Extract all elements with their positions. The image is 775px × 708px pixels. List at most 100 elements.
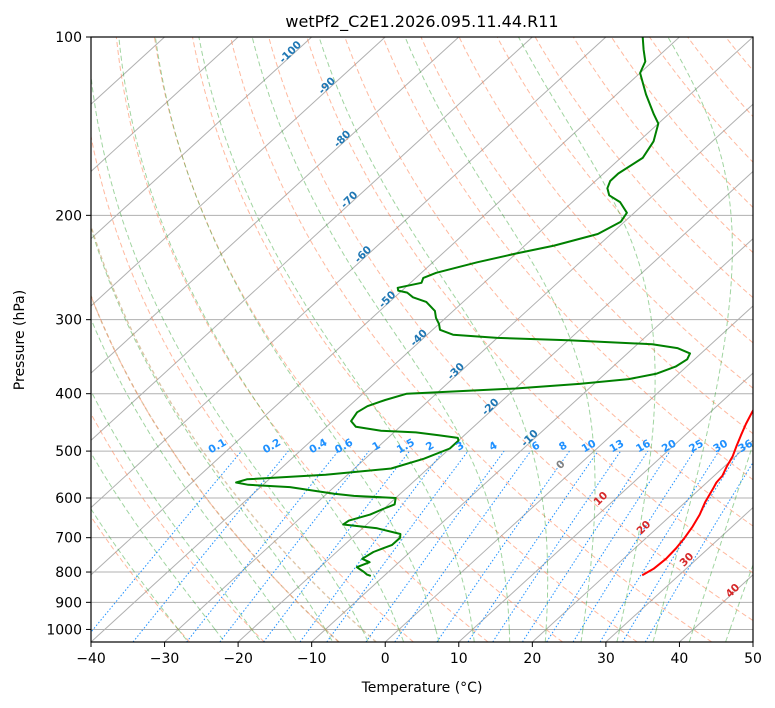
isotherm-line <box>91 37 753 642</box>
moist-adiabat-line <box>652 629 657 642</box>
reference-adiabat-line <box>91 294 340 642</box>
dry-adiabat-line <box>306 37 753 574</box>
mixing-ratio-line <box>599 450 720 642</box>
moist-adiabat-line <box>518 37 656 630</box>
moist-adiabat-line <box>580 629 584 642</box>
dry-adiabat-line <box>344 37 753 527</box>
x-tick-label: 50 <box>744 651 762 667</box>
isotherm-line <box>91 37 460 374</box>
y-tick-label: 900 <box>55 595 82 611</box>
x-tick-label: −30 <box>150 651 180 667</box>
moist-adiabat-line <box>91 389 253 630</box>
dry-adiabat-line <box>153 37 563 642</box>
x-tick-label: −10 <box>297 651 327 667</box>
mixing-ratio-label: 1.5 <box>395 437 417 457</box>
moist-adiabat-line <box>472 629 475 642</box>
chart-title: wetPf2_C2E1.2026.095.11.44.R11 <box>285 12 558 32</box>
x-axis-label: Temperature (°C) <box>361 680 483 696</box>
moist-adiabat-line <box>288 629 298 642</box>
mixing-ratio-line <box>263 450 410 642</box>
reference-adiabat-line <box>91 223 377 642</box>
mixing-ratio-label: 20 <box>660 438 679 456</box>
dry-adiabat-line <box>610 37 753 209</box>
moist-adiabat-label: 30 <box>677 550 696 569</box>
mixing-ratio-label: 13 <box>608 438 627 456</box>
dry-adiabat-line <box>91 294 340 642</box>
isotherm-line <box>458 372 753 642</box>
x-tick-label: 30 <box>597 651 615 667</box>
x-tick-label: 20 <box>523 651 541 667</box>
isotherm-line <box>384 305 753 642</box>
mixing-ratio-label: 25 <box>687 438 706 456</box>
isotherm-label: -90 <box>316 75 338 97</box>
y-tick-label: 600 <box>55 491 82 507</box>
dry-adiabat-line <box>230 37 713 642</box>
mixing-ratio-line <box>492 450 622 642</box>
plot-frame <box>90 36 754 643</box>
moist-adiabat-line <box>729 563 753 630</box>
moist-adiabat-line <box>177 629 189 642</box>
mixing-ratio-label: 16 <box>634 438 653 456</box>
dry-adiabat-line <box>725 37 753 72</box>
isotherm-label: -20 <box>480 396 502 418</box>
isotherm-label: -100 <box>277 39 304 66</box>
moist-adiabat-line <box>692 442 753 630</box>
moist-adiabat-line <box>655 37 733 630</box>
dry-adiabat-line <box>534 37 753 299</box>
y-axis-label: Pressure (hPa) <box>12 290 28 390</box>
isotherm-line <box>91 37 680 576</box>
mixing-ratio-line <box>546 450 671 642</box>
dry-adiabat-line <box>420 37 753 435</box>
x-tick-label: 10 <box>450 651 468 667</box>
isotherm-line <box>91 37 313 240</box>
moist-adiabat-line <box>435 629 440 642</box>
isotherm-label: -60 <box>352 244 374 266</box>
moist-adiabat-line <box>398 629 405 642</box>
isotherm-label: -80 <box>332 128 354 150</box>
x-tick-label: 40 <box>671 651 689 667</box>
moist-adiabat-line <box>91 508 179 630</box>
isotherm-line <box>752 641 753 642</box>
moist-adiabat-line <box>118 37 400 630</box>
moist-adiabat-line <box>91 226 326 630</box>
isotherm-line <box>91 37 607 509</box>
isotherm-line <box>91 37 386 307</box>
moist-adiabat-line <box>91 317 290 630</box>
mixing-ratio-line <box>644 461 753 642</box>
y-tick-label: 800 <box>55 565 82 581</box>
mixing-ratio-line <box>522 450 649 642</box>
isotherm-line <box>164 103 753 642</box>
isotherm-label: -50 <box>377 289 399 311</box>
moist-adiabat-line <box>154 37 437 630</box>
y-tick-label: 500 <box>55 444 82 460</box>
moist-adiabat-line <box>324 629 334 642</box>
y-tick-label: 700 <box>55 531 82 547</box>
moist-adiabat-line <box>318 37 549 630</box>
moist-adiabat-line <box>404 37 596 630</box>
dry-adiabat-line <box>91 133 414 642</box>
moist-adiabat-line <box>616 629 621 642</box>
dry-adiabat-line <box>496 37 753 344</box>
dry-adiabat-line <box>687 37 753 118</box>
x-tick-label: −20 <box>223 651 253 667</box>
dry-adiabat-line <box>115 37 489 642</box>
x-tick-label: −40 <box>76 651 106 667</box>
moist-adiabat-line <box>91 72 363 630</box>
y-tick-label: 300 <box>55 313 82 329</box>
moist-adiabat-line <box>198 37 473 630</box>
moist-adiabat-line <box>688 629 694 642</box>
isotherm-line <box>605 506 753 642</box>
moist-adiabat-label: 40 <box>723 581 742 600</box>
mixing-ratio-label: 0.1 <box>206 437 228 457</box>
mixing-ratio-line <box>365 450 505 642</box>
moist-adiabat-line <box>544 629 547 642</box>
moist-adiabat-line <box>251 37 510 630</box>
mixing-ratio-label: 0.6 <box>333 437 355 457</box>
y-tick-label: 100 <box>55 30 82 46</box>
y-tick-label: 200 <box>55 208 82 224</box>
mixing-ratio-line <box>622 450 740 642</box>
mixing-ratio-line <box>572 450 695 642</box>
isotherm-line <box>531 439 753 642</box>
moist-adiabat-line <box>251 629 262 642</box>
